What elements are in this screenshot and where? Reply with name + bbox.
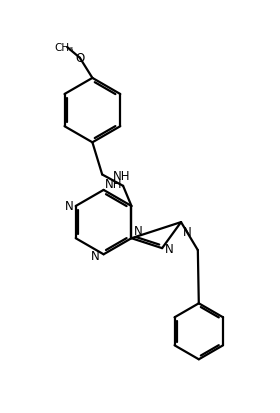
Text: N: N: [91, 249, 99, 263]
Text: O: O: [75, 52, 85, 65]
Text: N: N: [183, 225, 191, 238]
Text: N: N: [165, 242, 174, 255]
Text: NH: NH: [113, 170, 130, 183]
Text: N: N: [65, 200, 73, 213]
Text: NH: NH: [104, 177, 122, 190]
Text: N: N: [134, 224, 143, 237]
Text: CH₃: CH₃: [55, 43, 74, 53]
